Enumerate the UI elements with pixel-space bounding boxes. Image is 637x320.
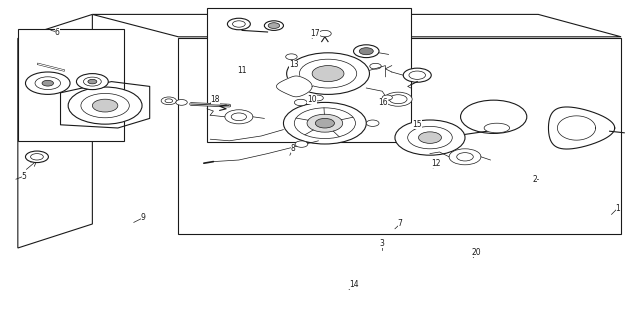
Circle shape bbox=[395, 120, 465, 155]
Circle shape bbox=[31, 154, 43, 160]
Circle shape bbox=[312, 66, 344, 82]
Circle shape bbox=[312, 95, 324, 101]
Circle shape bbox=[359, 48, 373, 55]
Circle shape bbox=[315, 118, 334, 128]
Circle shape bbox=[366, 120, 379, 126]
Circle shape bbox=[419, 132, 441, 143]
Circle shape bbox=[354, 45, 379, 58]
Polygon shape bbox=[207, 8, 411, 142]
Circle shape bbox=[227, 18, 250, 30]
Polygon shape bbox=[92, 14, 621, 37]
Circle shape bbox=[382, 95, 392, 100]
Circle shape bbox=[35, 77, 61, 90]
Text: 18: 18 bbox=[211, 95, 220, 104]
Circle shape bbox=[409, 71, 426, 79]
Text: 16: 16 bbox=[378, 98, 389, 107]
Text: 14: 14 bbox=[348, 280, 359, 289]
Circle shape bbox=[370, 63, 382, 69]
Text: 13: 13 bbox=[289, 60, 299, 68]
Ellipse shape bbox=[484, 123, 510, 133]
Circle shape bbox=[389, 95, 407, 104]
Circle shape bbox=[295, 141, 308, 147]
Text: 1: 1 bbox=[615, 204, 620, 212]
Polygon shape bbox=[178, 38, 621, 234]
Circle shape bbox=[287, 53, 369, 94]
Text: 3: 3 bbox=[380, 239, 385, 248]
Circle shape bbox=[233, 21, 245, 27]
Text: 5: 5 bbox=[22, 172, 27, 180]
Circle shape bbox=[403, 68, 431, 82]
Circle shape bbox=[161, 97, 176, 105]
Circle shape bbox=[81, 93, 129, 118]
Circle shape bbox=[42, 80, 54, 86]
Circle shape bbox=[76, 74, 108, 90]
Circle shape bbox=[408, 126, 452, 149]
Circle shape bbox=[457, 153, 473, 161]
Circle shape bbox=[231, 113, 247, 121]
Polygon shape bbox=[276, 76, 312, 97]
Circle shape bbox=[384, 92, 412, 106]
Circle shape bbox=[307, 114, 343, 132]
Polygon shape bbox=[548, 107, 615, 149]
Circle shape bbox=[268, 23, 280, 28]
Circle shape bbox=[176, 100, 187, 105]
Circle shape bbox=[299, 59, 357, 88]
Circle shape bbox=[294, 99, 307, 106]
Text: 2: 2 bbox=[533, 175, 538, 184]
Circle shape bbox=[449, 149, 481, 165]
Circle shape bbox=[25, 151, 48, 163]
Circle shape bbox=[318, 30, 331, 37]
Circle shape bbox=[285, 54, 297, 60]
Circle shape bbox=[294, 108, 355, 139]
Text: 17: 17 bbox=[310, 29, 320, 38]
Text: 15: 15 bbox=[412, 120, 422, 129]
Text: 8: 8 bbox=[290, 144, 296, 153]
Circle shape bbox=[264, 21, 283, 30]
Circle shape bbox=[25, 72, 70, 94]
Polygon shape bbox=[18, 14, 92, 248]
Text: 11: 11 bbox=[238, 66, 247, 75]
Text: 9: 9 bbox=[141, 213, 146, 222]
Polygon shape bbox=[210, 18, 328, 34]
Circle shape bbox=[165, 99, 173, 103]
Polygon shape bbox=[18, 29, 124, 141]
Circle shape bbox=[83, 77, 101, 86]
Text: 6: 6 bbox=[55, 28, 60, 36]
Text: 12: 12 bbox=[432, 159, 441, 168]
Text: 20: 20 bbox=[471, 248, 482, 257]
Circle shape bbox=[225, 110, 253, 124]
Circle shape bbox=[68, 87, 142, 124]
Circle shape bbox=[88, 79, 97, 84]
Text: 7: 7 bbox=[397, 220, 403, 228]
Circle shape bbox=[283, 102, 366, 144]
Text: 10: 10 bbox=[307, 95, 317, 104]
Circle shape bbox=[461, 100, 527, 133]
Circle shape bbox=[92, 99, 118, 112]
